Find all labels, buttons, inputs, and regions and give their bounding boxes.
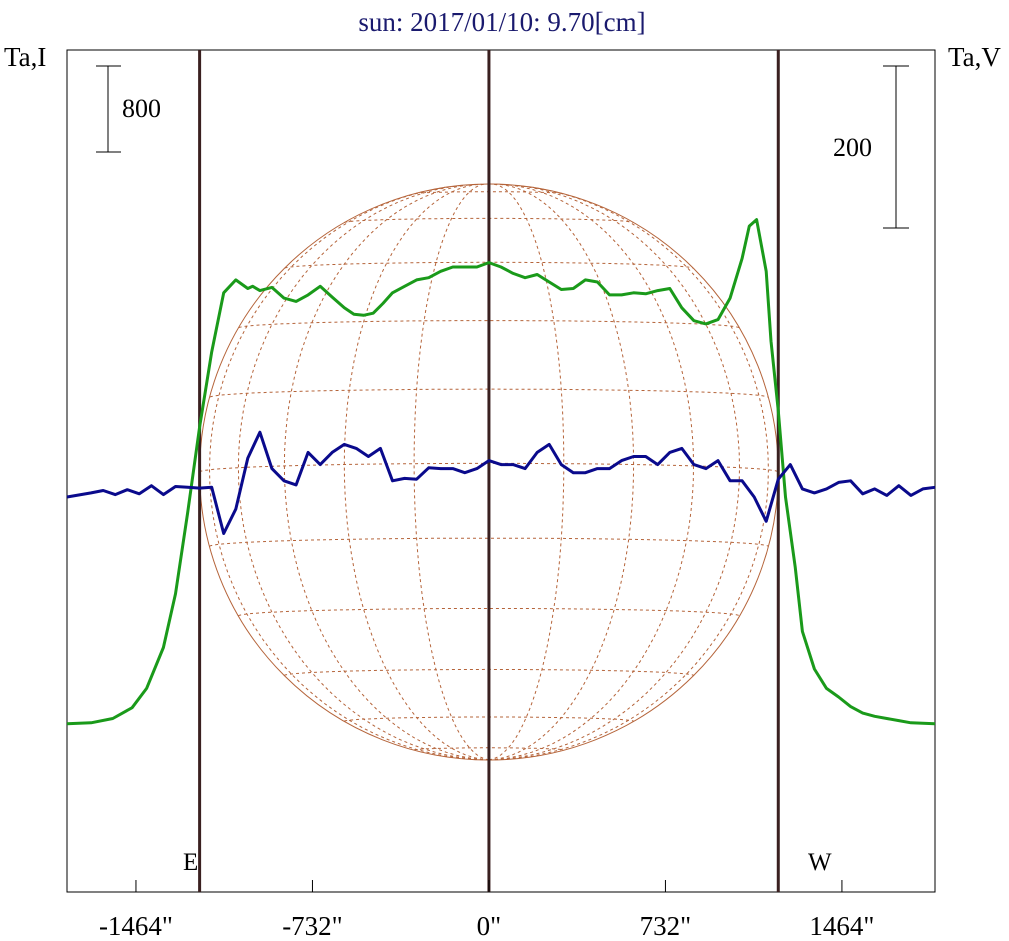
disk-meridian — [488, 183, 565, 761]
data-series — [66, 218, 936, 726]
disk-meridian — [488, 184, 741, 761]
intensity-series-line — [66, 218, 936, 726]
x-tick-label: 0" — [477, 911, 502, 941]
east-limb-label: E — [183, 849, 198, 876]
x-tick-label: 1464" — [809, 911, 874, 941]
left-scale-bar — [96, 65, 121, 153]
solar-disk — [199, 183, 779, 761]
right-scale-bar — [883, 65, 909, 229]
x-tick-label: -732" — [282, 911, 343, 941]
disk-meridian — [488, 183, 695, 761]
x-tick-label: 732" — [640, 911, 692, 941]
disk-meridian — [343, 183, 489, 761]
disk-meridian — [488, 183, 635, 761]
disk-meridian — [208, 186, 489, 761]
x-axis-ticks: -1464" -732" 0" 732" 1464" — [99, 880, 874, 941]
right-axis-label: Ta,V — [948, 42, 1001, 72]
x-tick-label: -1464" — [99, 911, 173, 941]
disk-parallel — [209, 388, 769, 398]
disk-meridian — [488, 186, 769, 761]
limb-markers — [198, 50, 780, 892]
plot-frame — [66, 49, 936, 893]
left-axis-label: Ta,I — [4, 42, 46, 72]
west-limb-label: W — [808, 849, 832, 876]
disk-meridian — [237, 184, 489, 761]
disk-meridian — [283, 183, 489, 761]
right-scale-bar-label: 200 — [833, 133, 872, 162]
disk-meridian — [413, 183, 490, 761]
left-scale-bar-label: 800 — [122, 94, 161, 123]
polarization-series-line — [66, 430, 936, 535]
chart-title: sun: 2017/01/10: 9.70[cm] — [358, 7, 645, 37]
